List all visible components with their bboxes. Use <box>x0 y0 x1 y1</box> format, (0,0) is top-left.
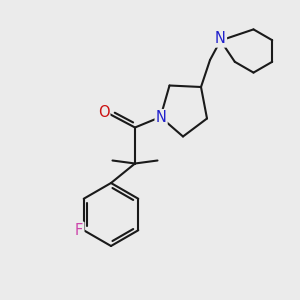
Text: N: N <box>156 110 167 125</box>
Text: F: F <box>75 223 83 238</box>
Text: N: N <box>215 32 226 46</box>
Text: O: O <box>98 105 109 120</box>
